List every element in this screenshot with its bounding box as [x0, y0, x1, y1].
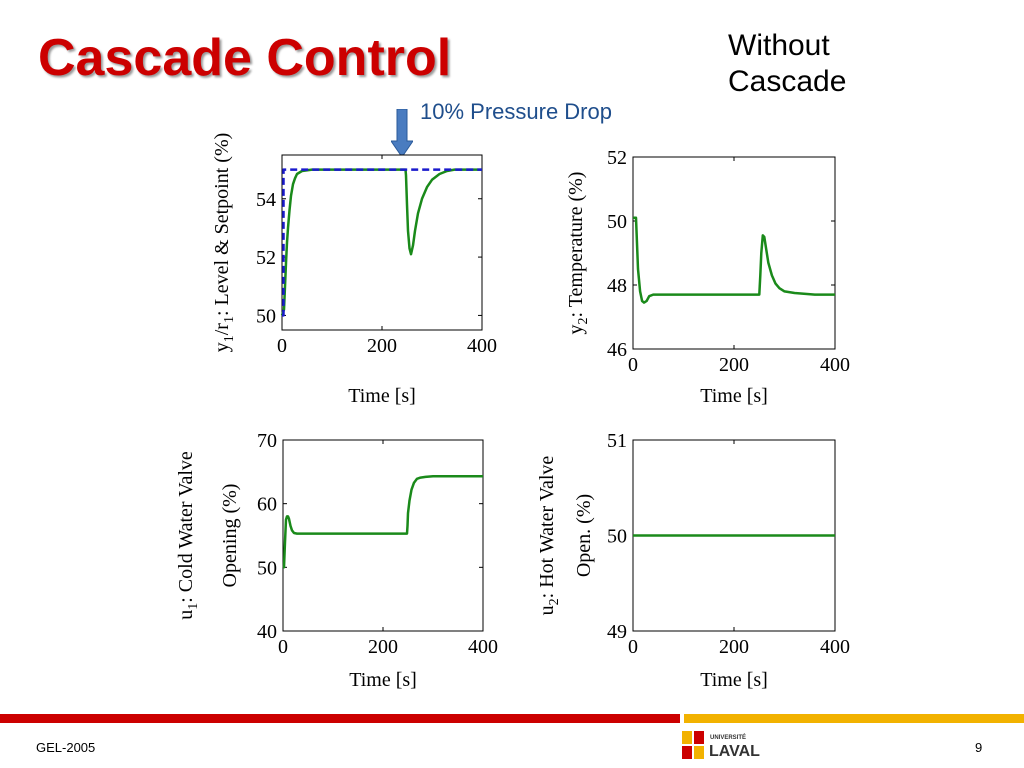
shield-icon — [682, 731, 704, 759]
x-tick-label: 0 — [628, 636, 638, 658]
y-tick-label: 52 — [607, 147, 627, 169]
y-tick-label: 50 — [257, 557, 277, 579]
x-tick-label: 400 — [467, 335, 497, 357]
setpoint-series-line — [282, 168, 482, 317]
x-axis-label: Time [s] — [348, 385, 416, 407]
y-tick-label: 70 — [257, 430, 277, 452]
y-axis-label: y1/r1: Level & Setpoint (%) — [211, 133, 237, 353]
y-tick-label: 54 — [256, 189, 276, 211]
x-tick-label: 200 — [719, 354, 749, 376]
x-tick-label: 200 — [367, 335, 397, 357]
x-tick-label: 400 — [820, 636, 850, 658]
process-series-line — [280, 168, 482, 316]
logo-main-text: LAVAL — [709, 743, 760, 760]
down-arrow-icon — [391, 109, 413, 157]
y-tick-label: 50 — [256, 305, 276, 327]
y-tick-label: 48 — [607, 275, 627, 297]
y-tick-label: 50 — [607, 526, 627, 548]
y-axis-label-line2: Open. (%) — [573, 494, 595, 577]
plot-frame — [282, 439, 484, 632]
y-axis-label-line2: Opening (%) — [219, 484, 241, 588]
y-tick-label: 52 — [256, 247, 276, 269]
page-number: 9 — [975, 740, 983, 755]
universite-laval-logo: UNIVERSITÉ LAVAL — [682, 731, 760, 760]
cold-water-valve-chart: 0 200 400 40 50 60 70 Time [s] u1: Cold Water Va… — [175, 430, 498, 691]
process-series-line — [633, 216, 835, 304]
y-tick-label: 60 — [257, 494, 277, 516]
footer-bar-red — [0, 714, 680, 723]
y-axis-label: u2: Hot Water Valve — [536, 456, 562, 616]
y-tick-label: 40 — [257, 621, 277, 643]
plot-frame — [281, 154, 483, 331]
pressure-drop-annotation: 10% Pressure Drop — [420, 99, 612, 124]
plot-frame — [632, 156, 836, 350]
x-tick-label: 400 — [468, 636, 498, 658]
x-tick-label: 400 — [820, 354, 850, 376]
y-axis-label: y2: Temperature (%) — [565, 172, 591, 335]
y-axis-label: u1: Cold Water Valve — [175, 451, 201, 620]
y-tick-label: 51 — [607, 430, 627, 452]
level-setpoint-chart: 0 200 400 50 52 54 Time [s] y1/r1: Level & Setp… — [211, 133, 497, 407]
logo-top-text: UNIVERSITÉ — [710, 733, 746, 741]
hot-water-valve-chart: 0 200 400 49 50 51 Time [s] u2: Hot Water Valve… — [536, 430, 850, 691]
x-tick-label: 0 — [277, 335, 287, 357]
corner-note-line1: Without — [728, 29, 830, 62]
y-tick-label: 50 — [607, 211, 627, 233]
x-axis-label: Time [s] — [349, 669, 417, 691]
x-tick-label: 0 — [278, 636, 288, 658]
slide-title: Cascade Control — [38, 29, 452, 87]
temperature-chart: 0 200 400 46 48 50 52 Time [s] y2: Temperature (… — [565, 147, 850, 407]
corner-note: Without Cascade — [728, 28, 846, 100]
x-tick-label: 200 — [719, 636, 749, 658]
x-axis-label: Time [s] — [700, 385, 768, 407]
y-tick-label: 49 — [607, 621, 627, 643]
course-code: GEL-2005 — [36, 740, 96, 755]
x-axis-label: Time [s] — [700, 669, 768, 691]
y-tick-label: 46 — [607, 339, 627, 361]
corner-note-line2: Cascade — [728, 65, 847, 98]
x-tick-label: 200 — [368, 636, 398, 658]
x-tick-label: 0 — [628, 354, 638, 376]
process-series-line — [282, 475, 483, 569]
footer-bar-yellow — [684, 714, 1024, 723]
